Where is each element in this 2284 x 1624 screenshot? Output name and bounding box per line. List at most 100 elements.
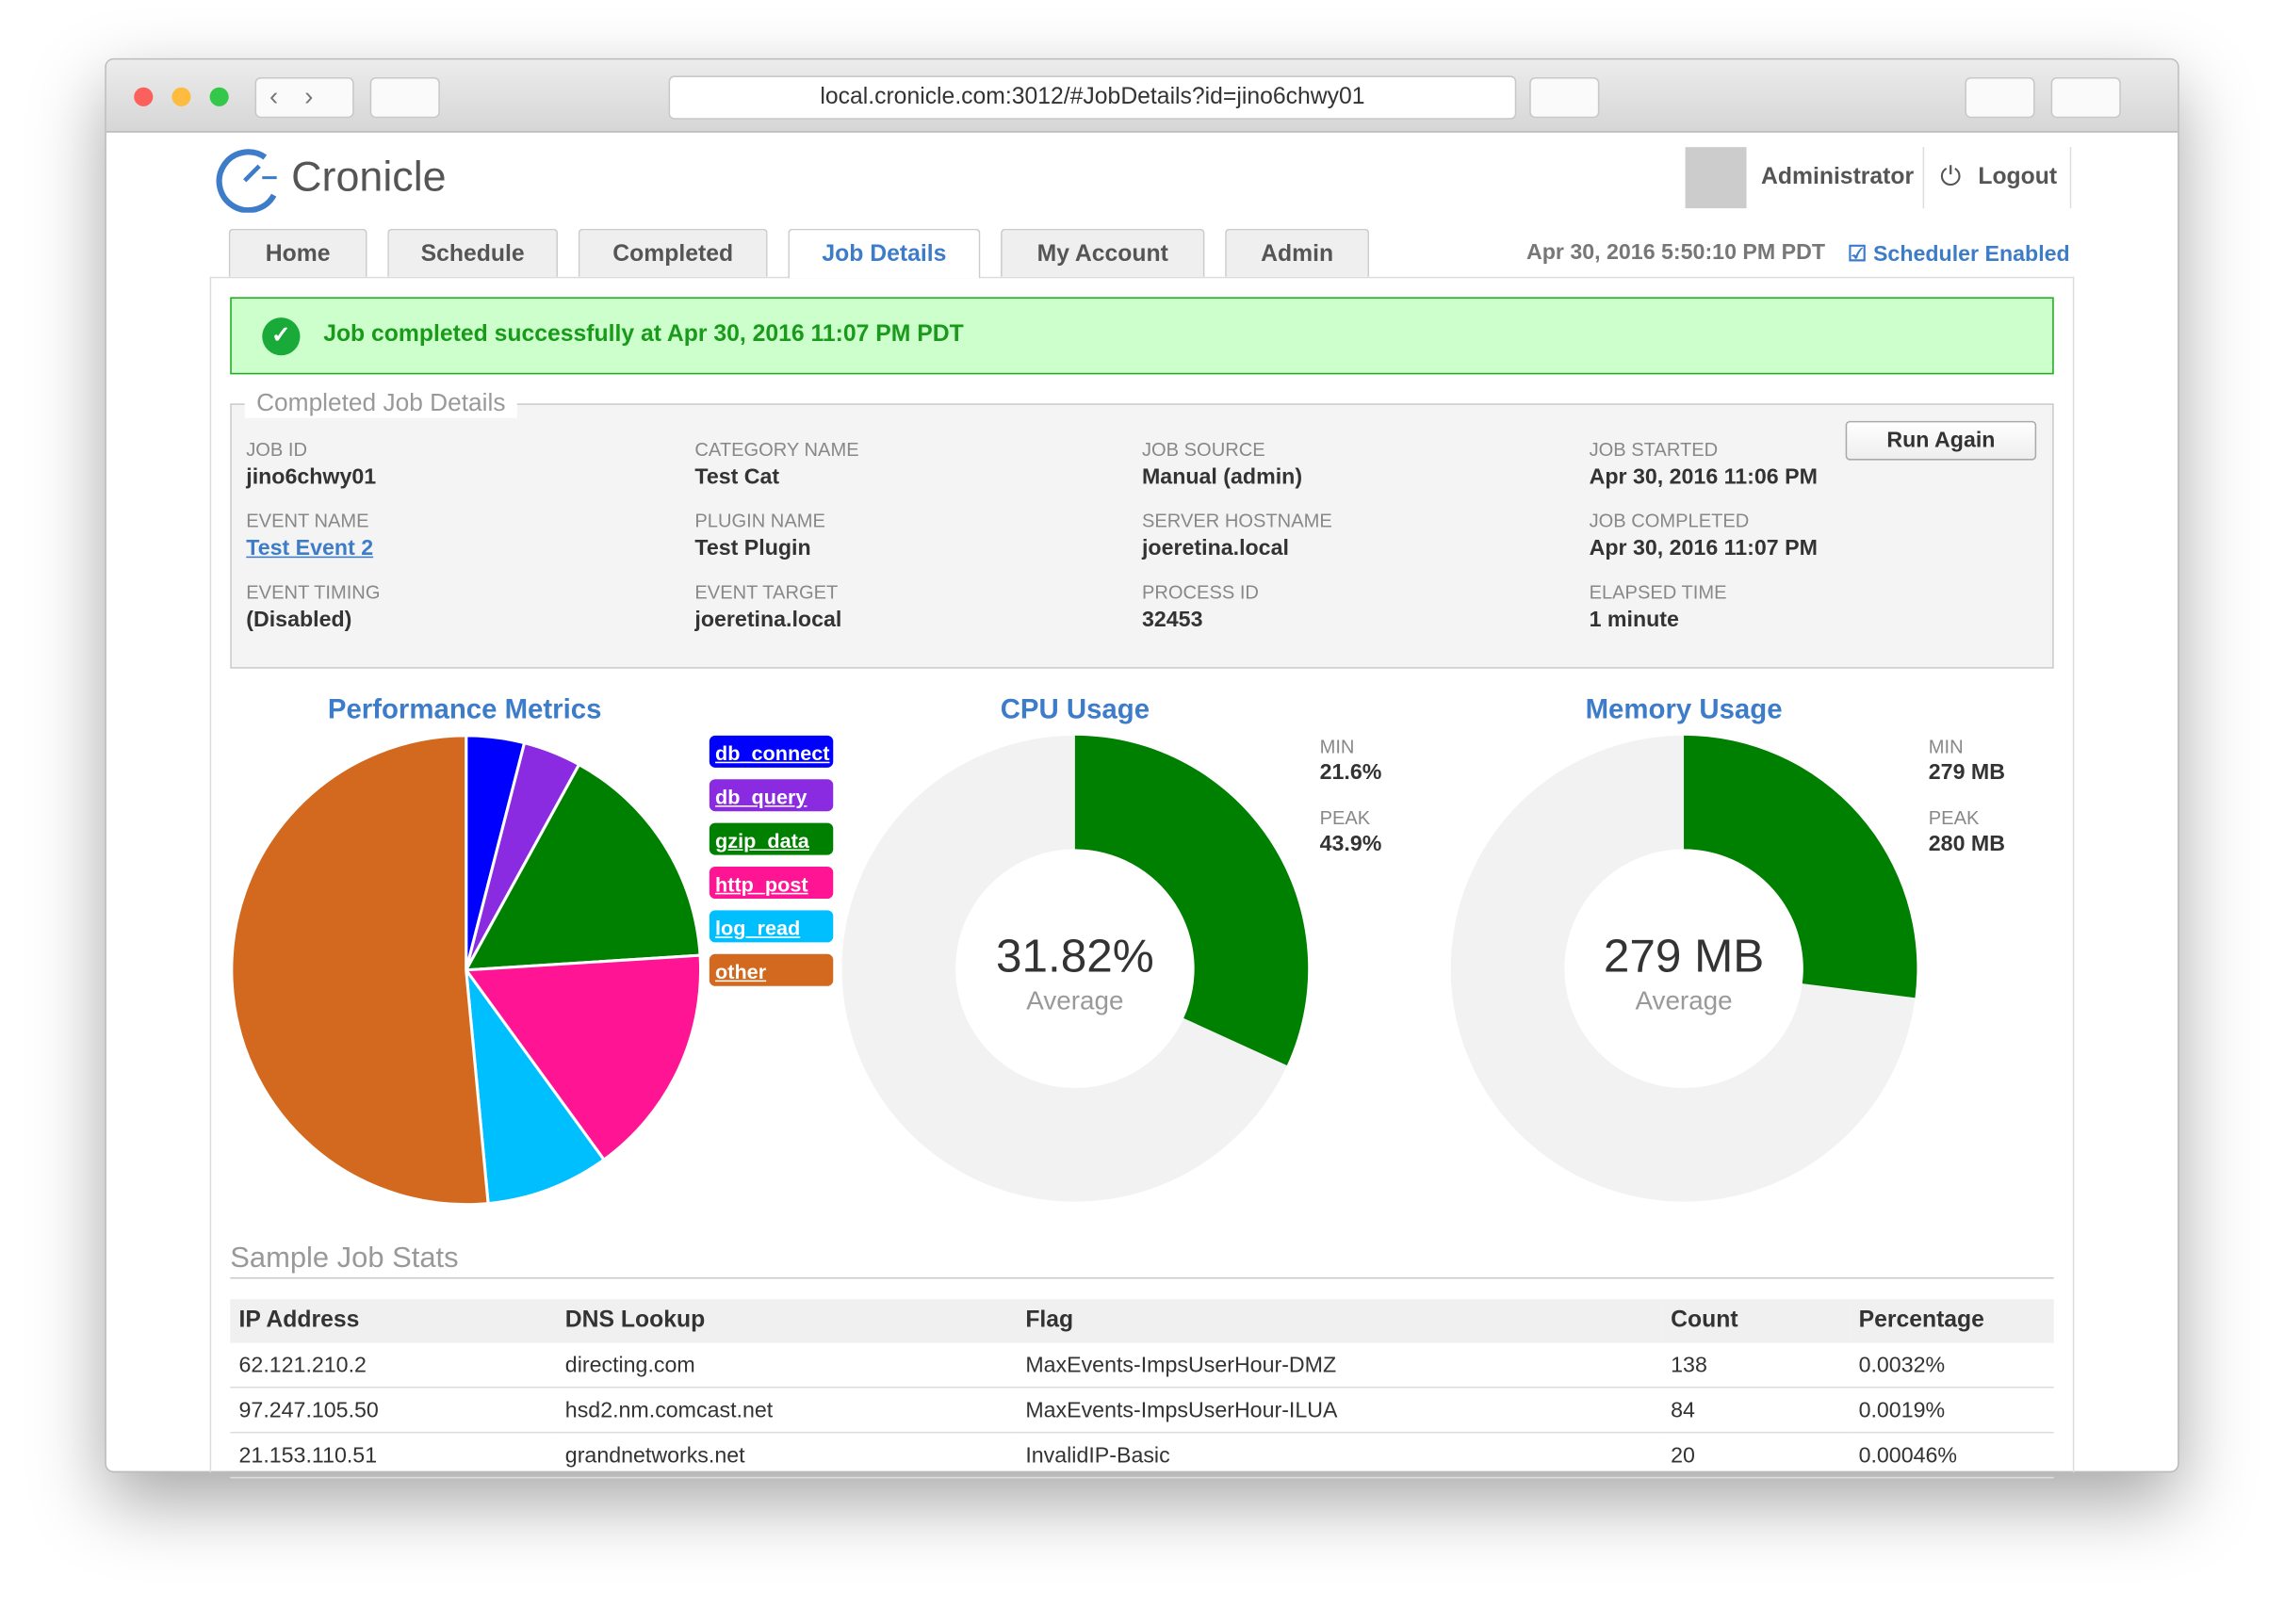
donut-arc [1684,735,1917,999]
field-label: PLUGIN NAME [694,510,825,532]
stat-label: MIN [1928,735,1964,758]
separator [2069,147,2072,209]
stat-value: 279 MB [1928,760,2005,786]
field-label: EVENT NAME [246,510,369,532]
table-row: 62.121.210.2 directing.com MaxEvents-ImpsU… [230,1343,2054,1388]
tab[interactable]: Completed [578,228,768,277]
field-label: JOB COMPLETED [1589,510,1750,532]
logo-icon [216,149,277,213]
pie-slice [463,762,702,972]
tab[interactable]: My Account [1001,228,1205,277]
center-value: 279 MB [1603,929,1765,983]
field-label: JOB STARTED [1589,438,1719,461]
field-label: EVENT TARGET [694,580,839,604]
donut-arc [1074,735,1309,1066]
table-cell: Percentage [1858,1307,1984,1333]
stat-label: PEAK [1928,806,1980,829]
tab[interactable]: Admin [1225,228,1370,277]
field-value: Apr 30, 2016 11:07 PM [1589,536,1818,561]
tab[interactable]: Schedule [387,228,559,277]
table-cell: grandnetworks.net [564,1442,745,1468]
field-value: 32453 [1141,607,1203,633]
stats-table: IP Address DNS Lookup Flag Count Percentage 6… [230,1299,2054,1478]
table-cell: 21.153.110.51 [238,1442,378,1468]
table-cell: Count [1671,1307,1738,1333]
chart-title: CPU Usage [1000,694,1150,726]
content-panel [209,276,2075,1473]
clock: Apr 30, 2016 5:50:10 PM PDT [1525,240,1826,266]
legend-item: db_connect [709,735,834,768]
center-value: 31.82% [995,929,1154,983]
chart-title: Memory Usage [1585,694,1783,726]
logout[interactable]: Logout [1978,164,2058,190]
zoom-button[interactable] [209,87,229,106]
pie-slice [463,953,703,1162]
field-value: 1 minute [1589,607,1679,633]
minimize-button[interactable] [171,87,191,106]
address-bar[interactable]: local.cronicle.com:3012/#JobDetails?id=j… [668,75,1517,120]
nav-buttons[interactable]: ‹› [254,76,354,119]
legend-item: log_read [709,910,834,943]
info-button[interactable] [1529,76,1600,119]
table-cell: InvalidIP-Basic [1025,1442,1170,1468]
table-cell: 0.0032% [1858,1352,1946,1377]
user-name[interactable]: Administrator [1760,164,1915,190]
table-cell: 62.121.210.2 [238,1352,367,1377]
avatar [1685,147,1747,209]
chart-title: Performance Metrics [327,694,602,726]
stat-value: 43.9% [1319,831,1382,857]
field-value: joeretina.local [1141,536,1289,561]
close-button[interactable] [134,87,154,106]
stat-label: PEAK [1319,806,1371,829]
legend-item: http_post [709,866,834,900]
field-value: joeretina.local [694,607,842,633]
scheduler-toggle[interactable]: ☑ Scheduler Enabled [1847,241,2070,267]
table-cell: 0.00046% [1858,1442,1958,1468]
table-title: Sample Job Stats [230,1242,459,1275]
success-banner [230,297,2054,375]
field-value: Apr 30, 2016 11:06 PM [1589,464,1818,490]
table-row: 21.153.110.51 grandnetworks.net InvalidIP-… [230,1433,2054,1478]
tab[interactable]: Job Details [788,228,981,279]
field-value: (Disabled) [246,607,352,633]
legend-item: db_query [709,779,834,812]
field-value: jino6chwy01 [246,464,377,490]
scheduler-label: Scheduler Enabled [1872,241,2070,267]
field-value: Test Cat [694,464,780,490]
table-cell: 0.0019% [1858,1397,1946,1422]
table-cell: 97.247.105.50 [238,1397,379,1422]
sidebar-button[interactable] [369,76,440,119]
pie-slice [230,734,490,1207]
divider [230,1277,2054,1279]
field-label: ELAPSED TIME [1589,580,1727,604]
logo-text: Cronicle [291,154,447,202]
url: local.cronicle.com:3012/#JobDetails?id=j… [820,84,1365,109]
run-again-button[interactable]: Run Again [1845,420,2037,461]
tabs-button[interactable] [2050,76,2121,119]
table-cell: directing.com [564,1352,695,1377]
separator [1922,147,1925,209]
stat-value: 21.6% [1319,760,1382,786]
table-cell: 84 [1671,1397,1695,1422]
details-box [230,403,2054,669]
logout-icon: ⏻ [1940,161,1962,191]
table-cell: MaxEvents-ImpsUserHour-ILUA [1025,1397,1338,1422]
field-label: EVENT TIMING [246,580,381,604]
table-cell: hsd2.nm.comcast.net [564,1397,774,1422]
field-label: JOB ID [246,438,308,461]
share-button[interactable] [1965,76,2035,119]
field-label: SERVER HOSTNAME [1141,510,1332,532]
table-row: 97.247.105.50 hsd2.nm.comcast.net MaxEvent… [230,1388,2054,1433]
stat-label: MIN [1319,735,1355,758]
table-cell: Flag [1025,1307,1074,1333]
field-value[interactable]: Test Event 2 [246,536,374,561]
stat-value: 280 MB [1928,831,2005,857]
pie-slice [464,965,607,1206]
header-row: IP Address DNS Lookup Flag Count Percentage [230,1299,2054,1343]
tab[interactable]: Home [228,228,367,277]
charts [230,734,1917,1207]
table-cell: MaxEvents-ImpsUserHour-DMZ [1025,1352,1337,1377]
table-cell: 138 [1671,1352,1707,1377]
table-cell: 20 [1671,1442,1695,1468]
